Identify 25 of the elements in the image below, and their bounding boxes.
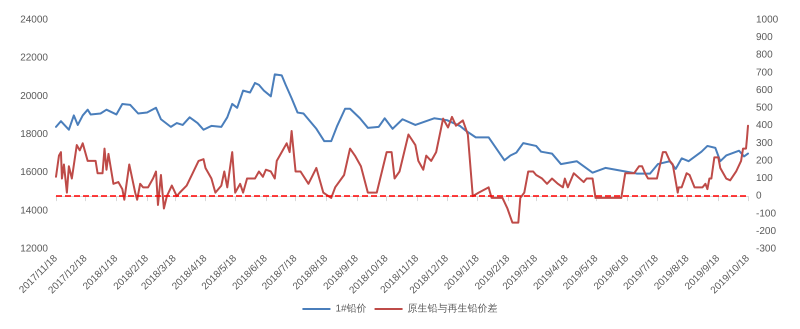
y2-tick-label: 100: [756, 173, 774, 184]
y2-tick-label: 1000: [756, 14, 779, 26]
y2-tick-label: 500: [756, 102, 774, 114]
y-tick-label: 14000: [20, 205, 48, 216]
y-tick-label: 20000: [20, 90, 48, 102]
y-tick-label: 12000: [20, 244, 48, 254]
line-series: [55, 116, 749, 224]
y2-tick-label: 300: [756, 138, 774, 149]
y2-tick-label: 600: [756, 84, 774, 96]
y-tick-label: 24000: [20, 14, 48, 26]
y2-tick-label: 0: [756, 190, 762, 202]
legend-label: 原生铅与再生铅价差: [408, 302, 498, 314]
y2-tick-label: 700: [756, 67, 774, 78]
line-series: [55, 73, 749, 175]
y2-tick-label: 200: [756, 155, 774, 166]
legend-label: 1#铅价: [335, 302, 367, 314]
y-tick-label: 16000: [20, 167, 48, 178]
y-tick-label: 18000: [20, 129, 48, 140]
y2-tick-label: 400: [756, 120, 774, 132]
y2-tick-label: 800: [756, 50, 774, 61]
y2-tick-label: -100: [756, 208, 776, 220]
y2-tick-label: -300: [756, 244, 776, 254]
y2-tick-label: -200: [756, 226, 776, 237]
y2-tick-label: 900: [756, 32, 774, 44]
y-tick-label: 22000: [20, 52, 48, 64]
